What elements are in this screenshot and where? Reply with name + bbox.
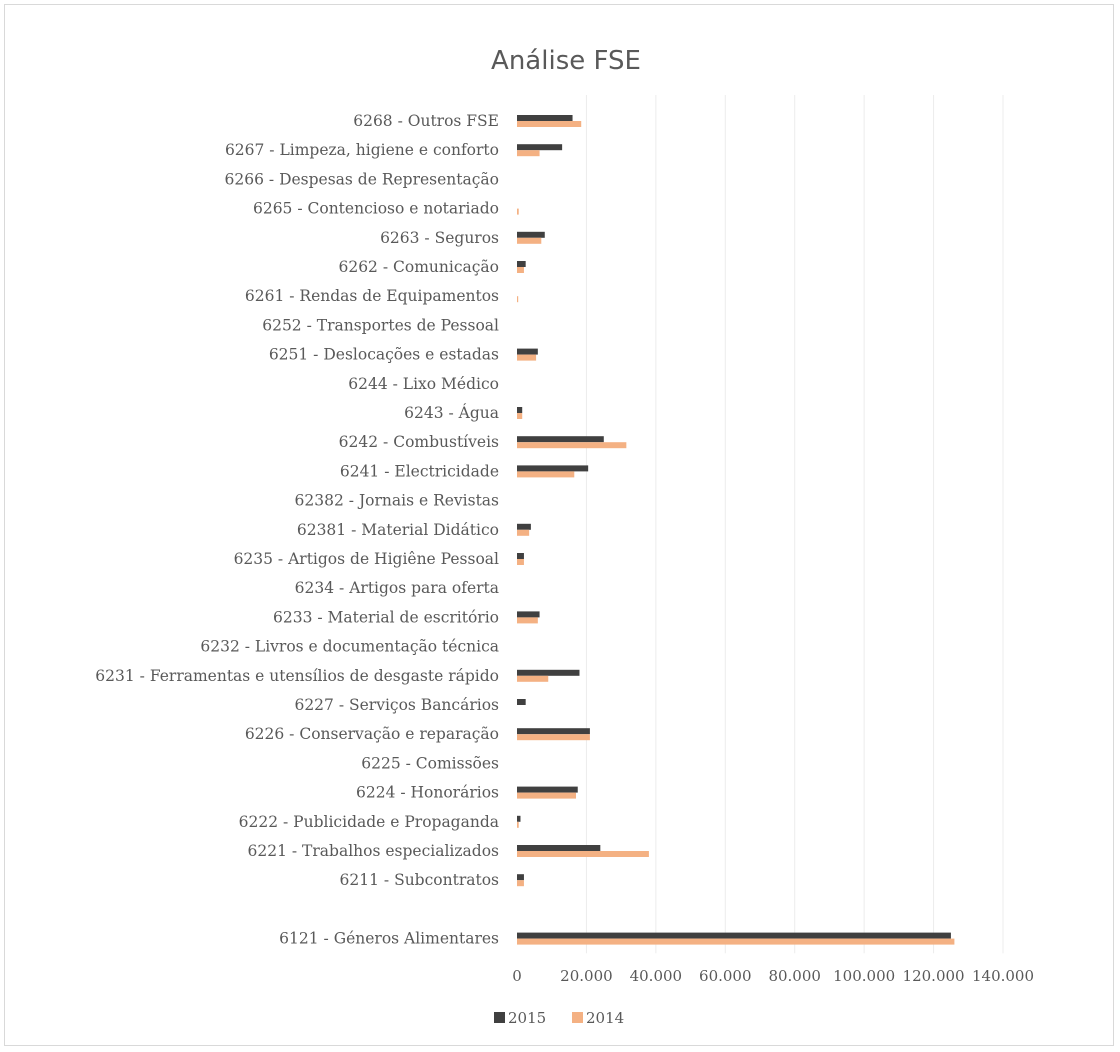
x-tick-label-2: 40.000 <box>630 967 683 985</box>
bar-2015-6233-material-de-escritorio <box>517 611 540 618</box>
bar-2015-6267-limpeza-higiene-e-conforto <box>517 144 563 151</box>
bar-2015-6241-electricidade <box>517 465 589 472</box>
category-label-6235-artigos-de-higiene-pessoal: 6235 - Artigos de Higiêne Pessoal <box>234 550 499 568</box>
bar-2014-6241-electricidade <box>517 471 575 478</box>
bar-2014-6221-trabalhos-especializados <box>517 851 649 857</box>
bar-2014-6263-seguros <box>517 237 542 244</box>
x-tick-label-1: 20.000 <box>560 967 613 985</box>
x-tick-label-5: 100.000 <box>833 967 895 985</box>
category-label-6243-agua: 6243 - Água <box>404 404 499 422</box>
bar-2014-6267-limpeza-higiene-e-conforto <box>517 150 540 157</box>
bar-2014-6233-material-de-escritorio <box>517 617 538 624</box>
bar-chart: Análise FSE 6268 - Outros FSE 6267 - Limp… <box>95 46 1034 1027</box>
category-label-6211-subcontratos: 6211 - Subcontratos <box>340 871 499 889</box>
category-label-6121-generos-alimentares: 6121 - Géneros Alimentares <box>279 930 499 948</box>
bar-2015-6262-comunicacao <box>517 261 526 267</box>
x-tick-label-3: 60.000 <box>699 967 752 985</box>
category-label-6234-artigos-para-oferta: 6234 - Artigos para oferta <box>295 579 499 597</box>
bar-2014-6235-artigos-de-higiene-pessoal <box>517 559 524 565</box>
category-label-6226-conservacao-e-reparacao: 6226 - Conservação e reparação <box>245 725 499 743</box>
bars <box>517 115 955 945</box>
bar-2015-6221-trabalhos-especializados <box>517 845 601 851</box>
bar-2015-6268-outros-fse <box>517 115 573 121</box>
chart-frame: Análise FSE 6268 - Outros FSE 6267 - Limp… <box>4 4 1114 1046</box>
x-tick-label-0: 0 <box>512 967 522 985</box>
bar-2015-6211-subcontratos <box>517 874 524 881</box>
category-labels: 6268 - Outros FSE 6267 - Limpeza, higiene… <box>95 112 499 948</box>
gridlines <box>585 95 1004 954</box>
bar-2014-6251-deslocacoes-e-estadas <box>517 354 537 361</box>
category-label-6251-deslocacoes-e-estadas: 6251 - Deslocações e estadas <box>269 346 499 364</box>
bar-2014-6243-agua <box>517 413 523 419</box>
legend-label-2015: 2015 <box>508 1009 546 1027</box>
category-label-6261-rendas-de-equipamentos: 6261 - Rendas de Equipamentos <box>245 287 499 305</box>
bar-2014-62381-material-didatico <box>517 529 530 536</box>
category-label-6233-material-de-escritorio: 6233 - Material de escritório <box>273 608 499 626</box>
category-label-6263-seguros: 6263 - Seguros <box>380 229 499 247</box>
category-label-6241-electricidade: 6241 - Electricidade <box>340 462 499 480</box>
category-label-6221-trabalhos-especializados: 6221 - Trabalhos especializados <box>248 842 500 860</box>
bar-2015-6235-artigos-de-higiene-pessoal <box>517 553 524 559</box>
bar-2014-6121-generos-alimentares <box>517 938 955 945</box>
category-label-6267-limpeza-higiene-e-conforto: 6267 - Limpeza, higiene e conforto <box>225 141 499 159</box>
x-tick-label-7: 140.000 <box>972 967 1034 985</box>
bar-2014-6231-ferramentas-e-utensilios-de-desgaste-rapido <box>517 675 549 682</box>
category-label-62382-jornais-e-revistas: 62382 - Jornais e Revistas <box>295 492 499 510</box>
bar-2014-6268-outros-fse <box>517 121 582 127</box>
bar-2015-6222-publicidade-e-propaganda <box>517 815 521 822</box>
category-label-6222-publicidade-e-propaganda: 6222 - Publicidade e Propaganda <box>239 813 499 831</box>
bar-2014-6265-contencioso-e-notariado <box>517 208 519 215</box>
bar-2015-6263-seguros <box>517 231 545 238</box>
bar-2015-6231-ferramentas-e-utensilios-de-desgaste-rapido <box>517 669 580 676</box>
legend-swatch-2015 <box>494 1012 505 1023</box>
bar-2014-6211-subcontratos <box>517 880 524 887</box>
bar-2015-6224-honorarios <box>517 786 578 793</box>
bar-2015-62381-material-didatico <box>517 523 531 530</box>
category-label-6244-lixo-medico: 6244 - Lixo Médico <box>348 375 499 393</box>
category-label-6225-comissoes: 6225 - Comissões <box>361 754 499 772</box>
category-label-6242-combustiveis: 6242 - Combustíveis <box>339 433 499 451</box>
bar-2014-6224-honorarios <box>517 792 577 799</box>
category-label-6262-comunicacao: 6262 - Comunicação <box>338 258 499 276</box>
bar-2015-6227-servicos-bancarios <box>517 699 526 705</box>
chart-title: Análise FSE <box>491 46 641 76</box>
category-label-6224-honorarios: 6224 - Honorários <box>356 784 499 802</box>
bar-2014-6226-conservacao-e-reparacao <box>517 734 590 741</box>
bar-2015-6226-conservacao-e-reparacao <box>517 728 590 735</box>
bar-2015-6251-deslocacoes-e-estadas <box>517 348 538 355</box>
category-label-6266-despesas-de-representacao: 6266 - Despesas de Representação <box>225 170 499 188</box>
category-label-6252-transportes-de-pessoal: 6252 - Transportes de Pessoal <box>262 316 499 334</box>
x-axis-tick-labels: 0 20.000 40.000 60.000 80.000 100.000 120.000 1… <box>512 967 1034 985</box>
category-label-6227-servicos-bancarios: 6227 - Serviços Bancários <box>294 696 499 714</box>
bar-2015-6121-generos-alimentares <box>517 932 951 939</box>
bar-2014-6222-publicidade-e-propaganda <box>517 821 519 828</box>
legend: 2015 2014 <box>494 1009 624 1027</box>
legend-swatch-2014 <box>572 1012 583 1023</box>
bar-2015-6243-agua <box>517 407 523 413</box>
category-label-6265-contencioso-e-notariado: 6265 - Contencioso e notariado <box>253 200 499 218</box>
x-tick-label-6: 120.000 <box>903 967 965 985</box>
category-label-62381-material-didatico: 62381 - Material Didático <box>297 521 499 539</box>
bar-2014-6242-combustiveis <box>517 442 627 449</box>
category-label-6231-ferramentas-e-utensilios-de-desgaste-rapido: 6231 - Ferramentas e utensílios de desga… <box>95 667 499 685</box>
category-label-6232-livros-e-documentacao-tecnica: 6232 - Livros e documentação técnica <box>200 638 499 656</box>
bar-2014-6261-rendas-de-equipamentos <box>517 296 519 303</box>
bar-2015-6242-combustiveis <box>517 436 604 443</box>
bar-2014-6262-comunicacao <box>517 267 524 273</box>
category-label-6268-outros-fse: 6268 - Outros FSE <box>353 112 499 130</box>
legend-label-2014: 2014 <box>586 1009 624 1027</box>
x-tick-label-4: 80.000 <box>768 967 821 985</box>
